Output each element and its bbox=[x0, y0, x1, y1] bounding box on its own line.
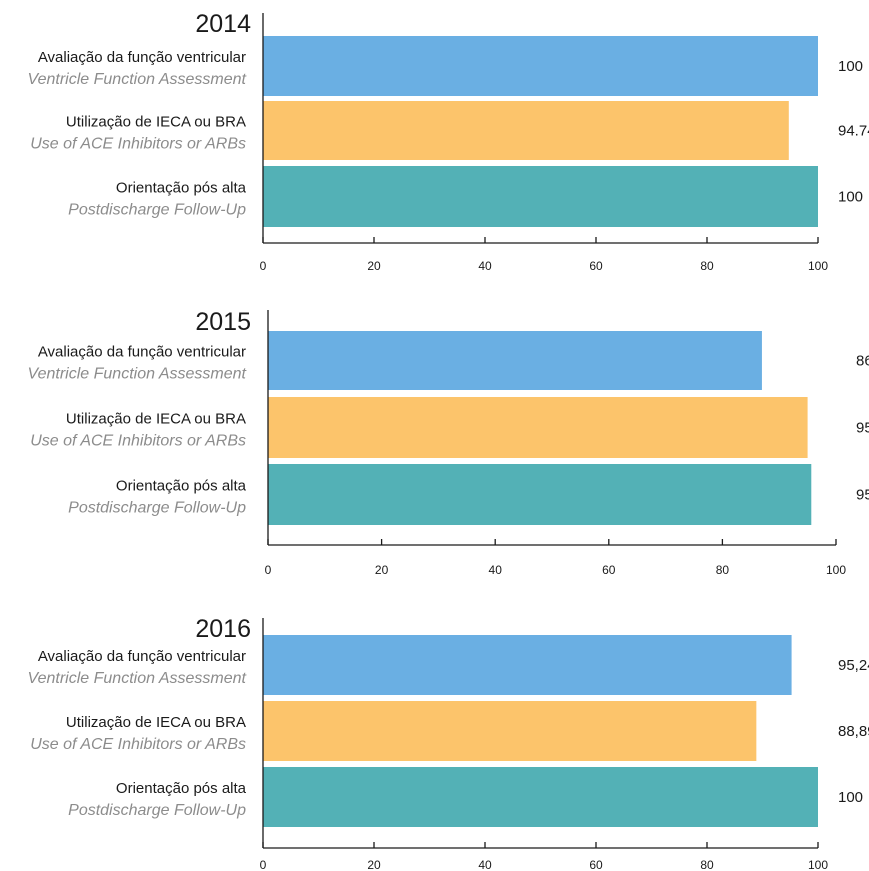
bar bbox=[263, 36, 818, 96]
bar bbox=[268, 397, 808, 458]
bar bbox=[263, 166, 818, 227]
x-tick-label: 60 bbox=[589, 259, 603, 273]
category-label-english: Ventricle Function Assessment bbox=[28, 366, 247, 383]
bar bbox=[263, 635, 792, 695]
category-label: Utilização de IECA ou BRA bbox=[66, 114, 246, 131]
category-label: Avaliação da função ventricular bbox=[38, 648, 246, 665]
x-tick-label: 0 bbox=[260, 259, 267, 273]
category-label: Utilização de IECA ou BRA bbox=[66, 714, 246, 731]
x-tick-label: 20 bbox=[367, 259, 381, 273]
data-label: 100 bbox=[838, 189, 863, 206]
chart-title: 2015 bbox=[195, 308, 251, 336]
category-label: Avaliação da função ventricular bbox=[38, 49, 246, 66]
chart-title: 2014 bbox=[195, 10, 251, 38]
category-label-english: Postdischarge Follow-Up bbox=[68, 202, 246, 219]
category-label-english: Ventricle Function Assessment bbox=[28, 670, 247, 687]
x-tick-label: 0 bbox=[260, 858, 267, 871]
category-label: Orientação pós alta bbox=[116, 780, 247, 797]
bar bbox=[268, 331, 762, 390]
data-label: 94.74 bbox=[838, 123, 869, 140]
category-label: Orientação pós alta bbox=[116, 180, 247, 197]
category-label: Utilização de IECA ou BRA bbox=[66, 411, 246, 428]
x-tick-label: 40 bbox=[478, 259, 492, 273]
x-tick-label: 80 bbox=[700, 259, 714, 273]
data-label: 100 bbox=[838, 789, 863, 806]
category-label-english: Use of ACE Inhibitors or ARBs bbox=[30, 433, 246, 450]
x-tick-label: 60 bbox=[602, 563, 616, 577]
bar bbox=[268, 464, 812, 525]
bar bbox=[263, 767, 818, 827]
x-tick-label: 100 bbox=[808, 259, 828, 273]
x-tick-label: 20 bbox=[375, 563, 389, 577]
category-label-english: Use of ACE Inhibitors or ARBs bbox=[30, 136, 246, 153]
category-label: Orientação pós alta bbox=[116, 478, 247, 495]
x-tick-label: 60 bbox=[589, 858, 603, 871]
category-label-english: Ventricle Function Assessment bbox=[28, 71, 247, 88]
category-label: Avaliação da função ventricular bbox=[38, 344, 246, 361]
data-label: 95 bbox=[856, 420, 869, 437]
chart-title: 2016 bbox=[195, 615, 251, 643]
data-label: 88,89 bbox=[838, 723, 869, 740]
x-tick-label: 20 bbox=[367, 858, 381, 871]
x-tick-label: 0 bbox=[265, 563, 272, 577]
data-label: 95,65 bbox=[856, 487, 869, 504]
bar bbox=[263, 701, 757, 761]
x-tick-label: 100 bbox=[808, 858, 828, 871]
data-label: 95,24 bbox=[838, 657, 869, 674]
bar bbox=[263, 101, 789, 160]
x-tick-label: 80 bbox=[700, 858, 714, 871]
x-tick-label: 100 bbox=[826, 563, 846, 577]
category-label-english: Postdischarge Follow-Up bbox=[68, 802, 246, 819]
category-label-english: Use of ACE Inhibitors or ARBs bbox=[30, 736, 246, 753]
data-label: 100 bbox=[838, 58, 863, 75]
x-tick-label: 40 bbox=[489, 563, 503, 577]
x-tick-label: 80 bbox=[716, 563, 730, 577]
x-tick-label: 40 bbox=[478, 858, 492, 871]
category-label-english: Postdischarge Follow-Up bbox=[68, 500, 246, 517]
data-label: 86,96 bbox=[856, 353, 869, 370]
